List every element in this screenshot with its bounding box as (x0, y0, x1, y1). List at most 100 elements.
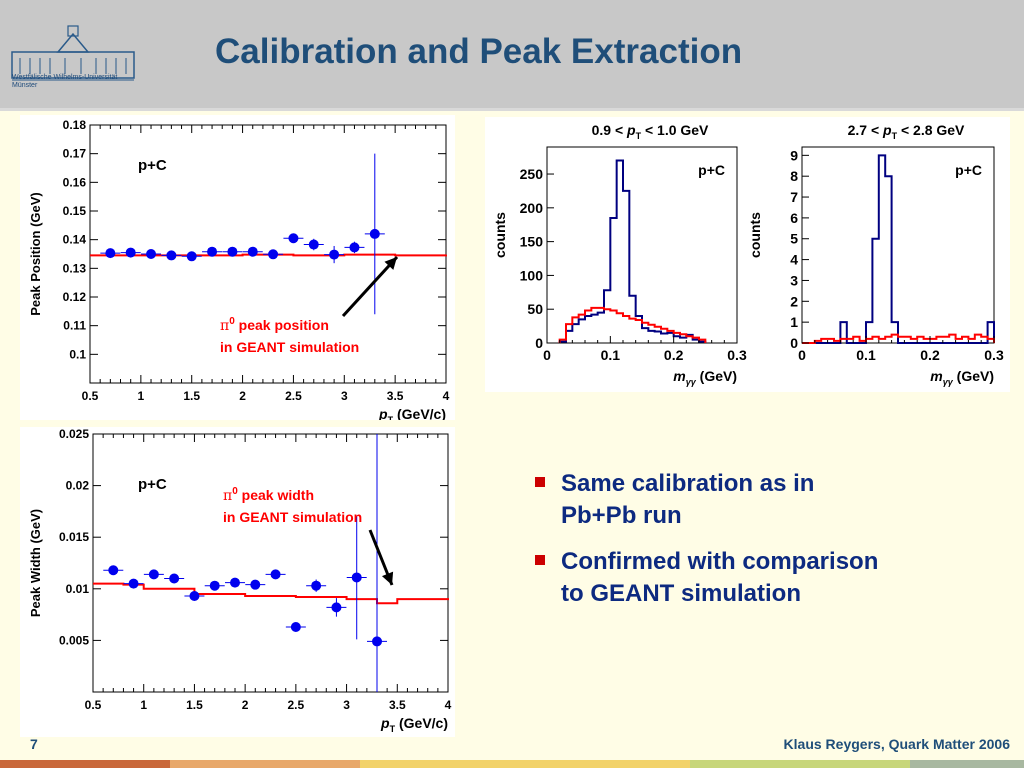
y-tick-label: 0.01 (66, 582, 90, 596)
data-point (331, 602, 342, 613)
y-tick-label: 6 (790, 210, 798, 226)
hist-high-pt-chart: 2.7 < pT < 2.8 GeV 0 0.1 0.2 0.3 0 1 2 3 4 5 6 7 8 9 co… (747, 122, 1004, 387)
y-tick-label: 0.18 (63, 118, 87, 132)
data-point (329, 249, 340, 260)
bullet-line: Same calibration as in (561, 470, 815, 497)
x-tick-label: 1.5 (183, 389, 200, 403)
simulation-line (93, 582, 449, 605)
data-point (148, 569, 159, 580)
plot-frame (546, 146, 738, 344)
y-tick-label: 0.005 (59, 633, 89, 647)
bullet-item: Confirmed with comparison to GEANT simul… (535, 546, 975, 610)
collision-label: p+C (698, 162, 725, 178)
y-axis-label: Peak Position (GeV) (28, 192, 43, 316)
x-tick-label: 4 (443, 389, 450, 403)
y-tick-label: 250 (520, 166, 544, 182)
data-point (209, 580, 220, 591)
y-axis-label: Peak Width (GeV) (28, 509, 43, 617)
x-tick-label: 0 (543, 347, 551, 363)
x-tick-label: 4 (445, 698, 452, 712)
x-tick-label: 0.2 (664, 347, 684, 363)
y-tick-label: 4 (790, 252, 798, 268)
data-point (250, 579, 261, 590)
collision-label: p+C (955, 162, 982, 178)
footer-stripe (360, 760, 690, 768)
data-point (290, 621, 301, 632)
x-tick-label: 3.5 (389, 698, 406, 712)
peak-width-chart: 0.5 1 1.5 2 2.5 3 3.5 4 0.005 0.01 0.015 0.02 0.025 P… (28, 427, 452, 734)
data-point (369, 228, 380, 239)
arrow-head-icon (381, 571, 394, 585)
plot-frame (89, 124, 447, 384)
annotation-line2: in GEANT simulation (220, 339, 359, 355)
x-tick-label: 0.1 (856, 347, 876, 363)
data-point (288, 233, 299, 244)
y-tick-label: 0.13 (63, 261, 87, 275)
bullet-text: Same calibration as in Pb+Pb run (561, 468, 814, 532)
y-tick-label: 0.14 (63, 233, 87, 247)
footer-stripe (170, 760, 360, 768)
page-number: 7 (30, 736, 38, 752)
y-tick-label: 5 (790, 231, 798, 247)
x-tick-label: 0.5 (82, 389, 99, 403)
data-point (207, 246, 218, 257)
y-tick-label: 9 (790, 147, 798, 163)
y-tick-label: 0.17 (63, 147, 87, 161)
data-point (227, 246, 238, 257)
x-tick-label: 2.5 (285, 389, 302, 403)
peak-width-panel: 0.5 1 1.5 2 2.5 3 3.5 4 0.005 0.01 0.015 0.02 0.025 P… (20, 427, 455, 737)
simulation-histogram (558, 306, 707, 343)
data-point (125, 247, 136, 258)
y-tick-label: 7 (790, 189, 798, 205)
university-name: Westfälische Wilhelms-Universität Münste… (12, 74, 117, 90)
footer-stripe (0, 760, 170, 768)
x-tick-label: 0.2 (920, 347, 940, 363)
footer-stripe (910, 760, 1024, 768)
university-name-line2: Münster (12, 82, 38, 89)
x-tick-label: 3.5 (387, 389, 404, 403)
y-tick-label: 0.015 (59, 530, 89, 544)
data-point (230, 577, 240, 588)
bullet-line: Pb+Pb run (561, 502, 682, 529)
university-name-line1: Westfälische Wilhelms-Universität (12, 74, 118, 81)
data-point (351, 572, 362, 583)
x-tick-label: 0 (798, 347, 806, 363)
collision-label: p+C (138, 476, 167, 493)
x-tick-label: 0.3 (984, 347, 1004, 363)
bullet-line: to GEANT simulation (561, 580, 801, 607)
data-point (169, 573, 180, 584)
data-point (186, 251, 197, 262)
arrow-head-icon (384, 257, 397, 270)
collision-label: p+C (138, 157, 167, 174)
y-tick-label: 0.12 (63, 290, 87, 304)
histogram-title: 2.7 < pT < 2.8 GeV (848, 122, 965, 141)
x-tick-label: 3 (341, 389, 348, 403)
y-tick-label: 0 (790, 335, 798, 351)
y-tick-label: 100 (520, 267, 544, 283)
y-tick-label: 0.16 (63, 175, 87, 189)
x-tick-label: 3 (343, 698, 350, 712)
y-tick-label: 2 (790, 293, 798, 309)
y-tick-label: 0.025 (59, 427, 89, 441)
bullet-marker (535, 477, 545, 487)
x-axis-label: mγγ (GeV) (930, 368, 994, 387)
invariant-mass-panel: 0.9 < pT < 1.0 GeV 0 0.1 0.2 0.3 0 50 100 150 200… (485, 117, 1010, 392)
bullet-text: Confirmed with comparison to GEANT simul… (561, 546, 878, 610)
bullet-marker (535, 555, 545, 565)
y-tick-label: 0.11 (63, 319, 86, 333)
hist-low-pt-chart: 0.9 < pT < 1.0 GeV 0 0.1 0.2 0.3 0 50 100 150 200… (492, 122, 747, 387)
data-point (349, 242, 360, 253)
data-histogram (802, 154, 995, 344)
data-point (128, 578, 139, 589)
slide-title: Calibration and Peak Extraction (215, 32, 743, 71)
annotation-line1: π0 peak width (223, 486, 314, 504)
y-tick-label: 3 (790, 272, 798, 288)
bullet-line: Confirmed with comparison (561, 548, 879, 575)
x-tick-label: 0.3 (727, 347, 747, 363)
y-tick-label: 0 (535, 335, 543, 351)
data-point (146, 249, 157, 259)
header-divider (0, 108, 1024, 111)
data-point (308, 239, 319, 250)
y-tick-label: 1 (790, 314, 798, 330)
y-tick-label: 150 (520, 234, 544, 250)
